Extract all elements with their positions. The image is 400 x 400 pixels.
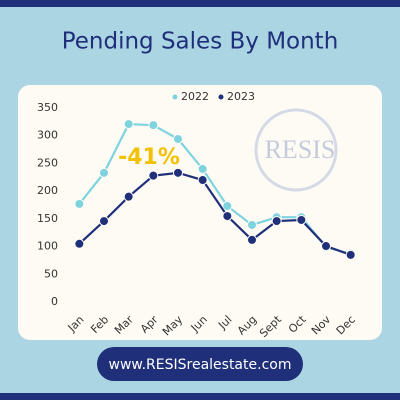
point [247,219,257,230]
y-tick-label: 350 [37,101,58,114]
legend-marker [172,94,178,100]
point [296,214,307,225]
point [197,163,208,174]
line [78,171,352,256]
footer-button[interactable] [97,347,303,381]
y-tick-label: 150 [37,212,58,225]
point [197,175,208,186]
point [321,241,331,252]
chart-card [18,85,382,340]
y-tick-label: 300 [37,129,58,142]
y-tick-label: 0 [51,295,58,308]
point [222,211,233,222]
chart-title: Pending Sales By Month [62,29,339,55]
annotation: -41% [118,145,180,170]
point [74,198,85,209]
point [247,234,257,245]
point [74,238,85,249]
point [99,216,109,227]
point [99,167,109,178]
point [123,191,134,202]
y-tick-label: 100 [37,240,58,253]
bottom-bar [0,393,400,400]
point [173,167,183,178]
point [148,120,159,131]
y-tick-label: 50 [44,267,58,280]
point [345,249,356,260]
point [123,119,134,130]
top-bar [0,0,400,7]
legend-marker [218,94,224,100]
point [271,216,282,227]
point [222,201,233,212]
logo-ring [254,108,338,192]
legend-label: 2023 [227,90,255,103]
point [148,170,159,181]
point [173,134,183,145]
y-tick-label: 200 [37,184,58,197]
footer-url[interactable]: www.RESISrealestate.com [109,357,292,373]
legend-label: 2022 [181,90,209,103]
y-tick-label: 250 [37,156,58,169]
logo: RESIS [265,135,336,164]
